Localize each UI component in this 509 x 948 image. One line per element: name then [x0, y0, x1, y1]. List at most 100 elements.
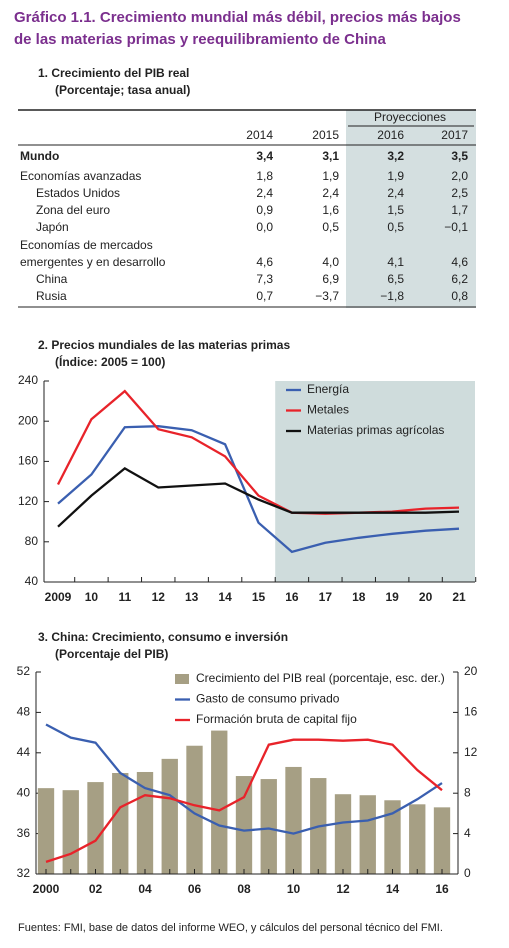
row-label: Rusia: [36, 289, 67, 303]
y-tick-label: 120: [18, 494, 38, 508]
legend-label: Materias primas agrícolas: [307, 423, 444, 437]
x-tick-label: 10: [287, 882, 301, 896]
cell: 4,6: [451, 255, 468, 269]
bar: [37, 788, 55, 874]
x-tick-label: 17: [319, 590, 333, 604]
cell: 0,0: [256, 220, 273, 234]
cell: 2,4: [256, 186, 273, 200]
row-label: Economías avanzadas: [20, 169, 141, 183]
cell: 3,5: [451, 149, 468, 163]
projection-shade: [275, 381, 475, 582]
y-tick-label: 44: [17, 745, 31, 759]
x-tick-label: 2000: [33, 882, 60, 896]
x-tick-label: 20: [419, 590, 433, 604]
y2-tick-label: 16: [464, 705, 478, 719]
cell: 6,9: [322, 272, 339, 286]
chart-subtitle: (Índice: 2005 = 100): [55, 354, 165, 369]
y-tick-label: 36: [17, 826, 31, 840]
cell: 1,7: [451, 203, 468, 217]
x-tick-label: 19: [385, 590, 399, 604]
cell: 2,4: [387, 186, 404, 200]
column-header: 2016: [377, 128, 404, 142]
column-header: 2014: [246, 128, 273, 142]
cell: 0,7: [256, 289, 273, 303]
y2-tick-label: 8: [464, 785, 471, 799]
group-header: Proyecciones: [374, 110, 446, 124]
bar: [260, 779, 277, 874]
bar: [384, 800, 401, 874]
row-label: Zona del euro: [36, 203, 110, 217]
cell: 3,1: [322, 149, 339, 163]
x-tick-label: 11: [118, 590, 131, 604]
y-tick-label: 40: [25, 574, 39, 588]
line: [45, 723, 443, 835]
x-tick-label: 08: [237, 882, 251, 896]
cell: 1,5: [387, 203, 404, 217]
cell: 2,0: [451, 169, 468, 183]
cell: 6,5: [387, 272, 404, 286]
x-tick-label: 15: [252, 590, 266, 604]
cell: 2,5: [451, 186, 468, 200]
x-tick-label: 14: [386, 882, 400, 896]
line: [57, 425, 460, 554]
x-tick-label: 04: [138, 882, 152, 896]
x-tick-label: 21: [452, 590, 466, 604]
bar: [161, 758, 178, 874]
bar: [359, 795, 376, 874]
column-header: 2015: [312, 128, 339, 142]
row-label: Estados Unidos: [36, 186, 120, 200]
cell: 0,9: [256, 203, 273, 217]
legend-label: Gasto de consumo privado: [196, 692, 340, 706]
line: [45, 738, 443, 863]
bar: [433, 807, 451, 874]
legend-label: Formación bruta de capital fijo: [196, 712, 357, 726]
cell: 4,6: [256, 255, 273, 269]
y2-tick-label: 4: [464, 826, 471, 840]
x-tick-label: 10: [85, 590, 99, 604]
y-tick-label: 200: [18, 413, 38, 427]
cell: 0,8: [451, 289, 468, 303]
cell: 1,9: [387, 169, 404, 183]
cell: 4,1: [387, 255, 404, 269]
projection-shade: [346, 110, 476, 308]
y2-tick-label: 0: [464, 866, 471, 880]
y-tick-label: 80: [25, 534, 39, 548]
legend-label: Metales: [307, 403, 349, 417]
bar: [235, 776, 253, 874]
bar: [409, 804, 426, 874]
cell: 3,2: [387, 149, 404, 163]
bar: [334, 794, 352, 874]
bar: [211, 730, 228, 874]
y-tick-label: 52: [17, 664, 31, 678]
x-tick-label: 06: [188, 882, 202, 896]
cell: 3,4: [256, 149, 273, 163]
y2-tick-label: 12: [464, 745, 478, 759]
y-tick-label: 240: [18, 373, 38, 387]
chart-title: 3. China: Crecimiento, consumo e inversi…: [38, 630, 288, 644]
cell: −0,1: [444, 220, 468, 234]
x-tick-label: 14: [218, 590, 232, 604]
y-tick-label: 160: [18, 454, 38, 468]
row-label: Mundo: [20, 149, 59, 163]
figure-title: de las materias primas y reequilibramien…: [14, 31, 386, 48]
x-tick-label: 16: [285, 590, 299, 604]
cell: 1,8: [256, 169, 273, 183]
cell: 6,2: [451, 272, 468, 286]
row-label: emergentes y en desarrollo: [20, 255, 166, 269]
cell: −1,8: [380, 289, 404, 303]
x-tick-label: 16: [435, 882, 449, 896]
cell: 0,5: [387, 220, 404, 234]
table-title: 1. Crecimiento del PIB real: [38, 66, 189, 80]
row-label: Japón: [36, 220, 69, 234]
x-tick-label: 12: [336, 882, 350, 896]
bar: [112, 773, 129, 874]
row-label: China: [36, 272, 68, 286]
column-header: 2017: [441, 128, 468, 142]
x-tick-label: 12: [152, 590, 166, 604]
cell: 4,0: [322, 255, 339, 269]
table-subtitle: (Porcentaje; tasa anual): [55, 83, 190, 97]
source-note: Fuentes: FMI, base de datos del informe …: [18, 922, 443, 934]
x-tick-label: 2009: [45, 590, 72, 604]
cell: 1,6: [322, 203, 339, 217]
